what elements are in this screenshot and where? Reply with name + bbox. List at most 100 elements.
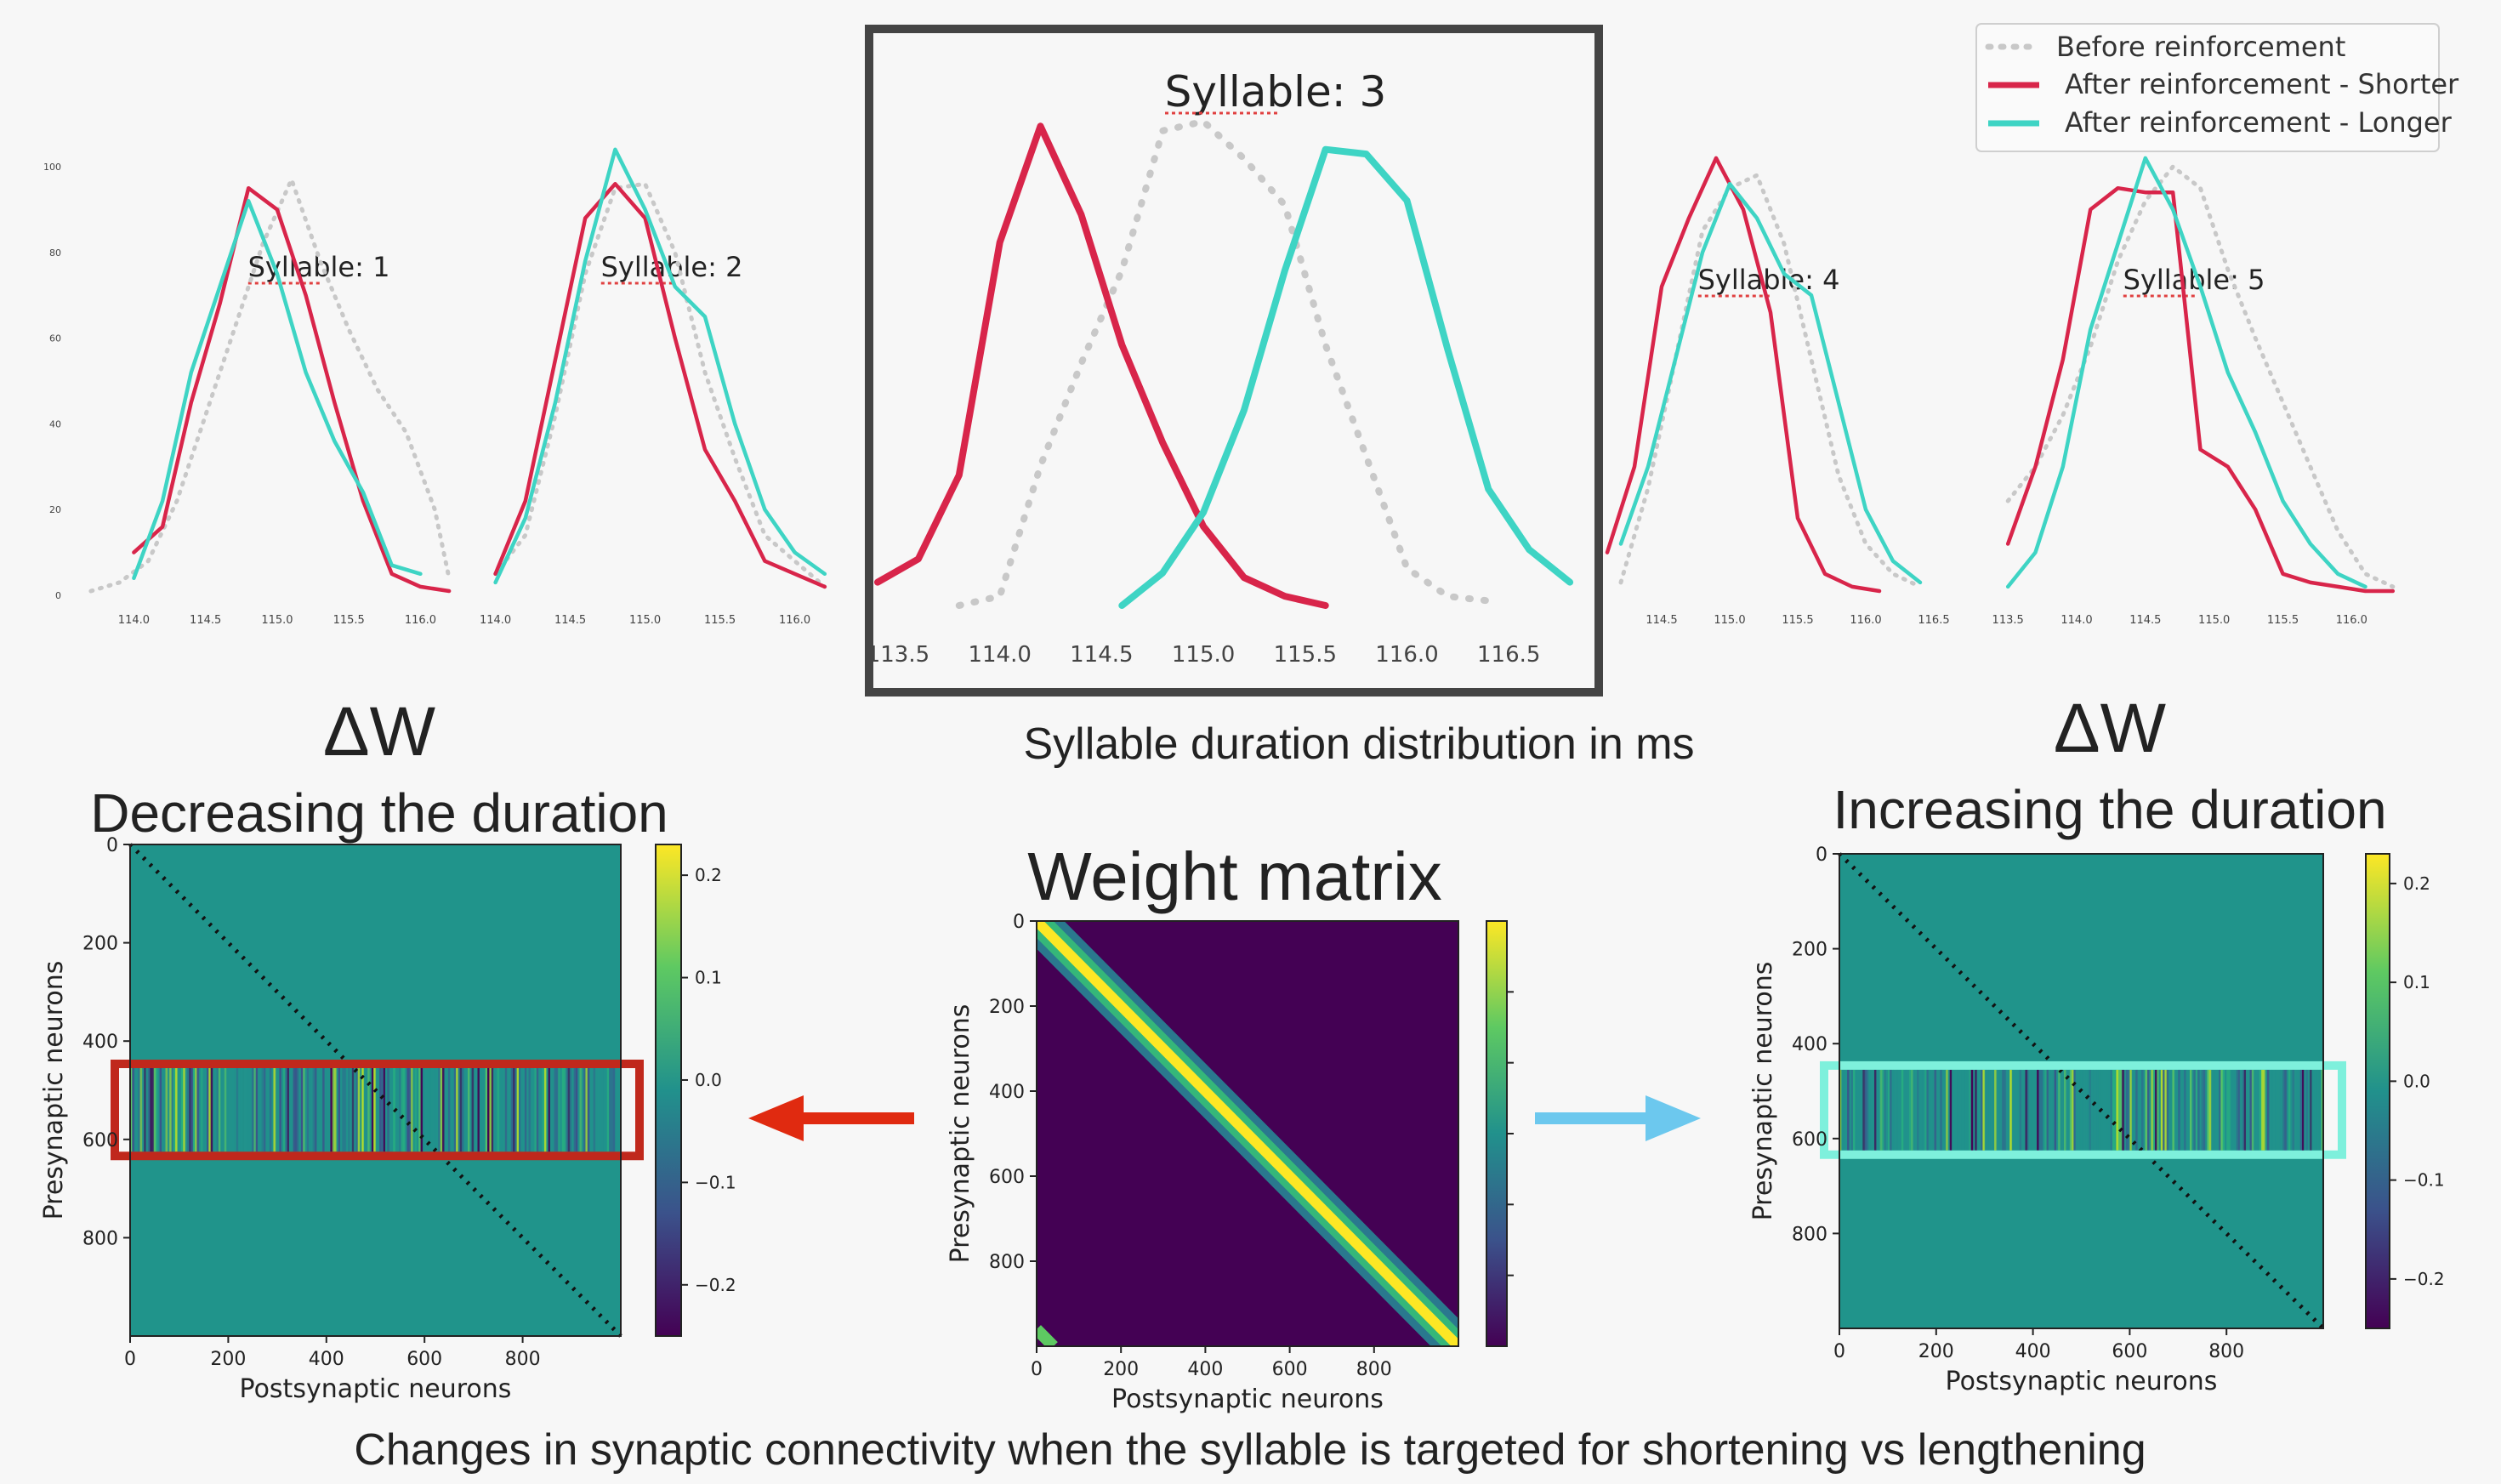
- band-column: [279, 1067, 282, 1152]
- band-column: [230, 1067, 233, 1152]
- band-column: [2122, 1069, 2125, 1151]
- band-column: [212, 1067, 215, 1152]
- band-column: [498, 1067, 502, 1152]
- band-column: [318, 1067, 321, 1152]
- band-column: [2123, 1069, 2127, 1151]
- band-column: [430, 1067, 434, 1152]
- band-column: [1879, 1069, 1883, 1151]
- band-column: [2031, 1069, 2034, 1151]
- x-axis-label: Postsynaptic neurons: [1946, 1367, 2218, 1396]
- band-column: [163, 1067, 167, 1152]
- band-column: [339, 1067, 343, 1152]
- band-column: [560, 1067, 563, 1152]
- colorbar-tick-label: −0.1: [695, 1172, 736, 1192]
- band-column: [2129, 1069, 2133, 1151]
- band-column: [383, 1067, 386, 1152]
- band-column: [2077, 1069, 2080, 1151]
- band-column: [135, 1067, 139, 1152]
- band-column: [2052, 1069, 2055, 1151]
- series-line-before: [2005, 164, 2396, 589]
- band-column: [1920, 1069, 1924, 1151]
- band-column: [2143, 1069, 2146, 1151]
- band-column: [2174, 1069, 2177, 1151]
- band-column: [2058, 1069, 2061, 1151]
- band-column: [2181, 1069, 2185, 1151]
- band-column: [342, 1067, 345, 1152]
- x-tick-label: 115.5: [704, 614, 736, 627]
- band-column: [1905, 1069, 1908, 1151]
- x-tick-label: 0: [1833, 1341, 1845, 1362]
- band-column: [1969, 1069, 1972, 1151]
- band-column: [1935, 1069, 1939, 1151]
- band-column: [2026, 1069, 2030, 1151]
- band-column: [2137, 1069, 2140, 1151]
- band-column: [2263, 1069, 2266, 1151]
- band-column: [291, 1067, 294, 1152]
- band-column: [2280, 1069, 2283, 1151]
- band-column: [275, 1067, 278, 1152]
- series-line-longer: [1618, 181, 1923, 585]
- band-column: [2197, 1069, 2200, 1151]
- x-tick-label: 114.5: [554, 614, 586, 627]
- band-column: [1893, 1069, 1896, 1151]
- band-column: [249, 1067, 253, 1152]
- highlight-box: [1820, 1060, 2346, 1159]
- band-column: [456, 1067, 459, 1152]
- y-tick-label: 0: [1013, 912, 1025, 933]
- band-column: [2195, 1069, 2198, 1151]
- band-column: [2210, 1069, 2214, 1151]
- band-column: [185, 1067, 188, 1152]
- band-column: [2040, 1069, 2043, 1151]
- band-column: [2180, 1069, 2183, 1151]
- band-column: [242, 1067, 245, 1152]
- band-column: [1873, 1069, 1877, 1151]
- band-column: [298, 1067, 302, 1152]
- band-column: [2112, 1069, 2115, 1151]
- band-column: [381, 1067, 384, 1152]
- band-column: [210, 1067, 213, 1152]
- y-axis-label: Presynaptic neurons: [1748, 962, 1778, 1221]
- band-column: [2214, 1069, 2218, 1151]
- x-tick-label: 0: [1031, 1359, 1043, 1380]
- band-column: [2067, 1069, 2071, 1151]
- zoom-frame: [865, 25, 1603, 697]
- band-column: [453, 1067, 457, 1152]
- band-column: [503, 1067, 506, 1152]
- highlight-box: [111, 1059, 644, 1161]
- band-column: [2023, 1069, 2026, 1151]
- band-column: [510, 1067, 514, 1152]
- dw-right-symbol: ΔW: [2054, 690, 2167, 767]
- x-tick-label: 115.5: [333, 614, 365, 627]
- band-column: [459, 1067, 463, 1152]
- band-column: [2060, 1069, 2063, 1151]
- band-column: [2266, 1069, 2270, 1151]
- heatmap-image: [1037, 921, 1458, 1346]
- band-column: [438, 1067, 441, 1152]
- band-column: [2216, 1069, 2220, 1151]
- band-column: [2278, 1069, 2282, 1151]
- colorbar-tick-label: 0.2: [2403, 873, 2430, 894]
- band-column: [577, 1067, 581, 1152]
- band-column: [542, 1067, 545, 1152]
- dw-left-title: Decreasing the duration: [90, 782, 668, 844]
- band-column: [332, 1067, 335, 1152]
- band-column: [473, 1067, 476, 1152]
- band-column: [288, 1067, 292, 1152]
- band-column: [224, 1067, 227, 1152]
- band-column: [520, 1067, 524, 1152]
- band-column: [594, 1067, 598, 1152]
- band-column: [2259, 1069, 2262, 1151]
- band-column: [379, 1067, 383, 1152]
- band-column: [2009, 1069, 2013, 1151]
- band-column: [252, 1067, 255, 1152]
- band-column: [344, 1067, 347, 1152]
- band-column: [569, 1067, 572, 1152]
- band-column: [243, 1067, 247, 1152]
- band-column: [2213, 1069, 2216, 1151]
- bottom-caption: Changes in synaptic connectivity when th…: [354, 1425, 2146, 1475]
- band-column: [336, 1067, 339, 1152]
- band-column: [446, 1067, 449, 1152]
- band-column: [2265, 1069, 2268, 1151]
- band-column: [261, 1067, 264, 1152]
- band-column: [2154, 1069, 2157, 1151]
